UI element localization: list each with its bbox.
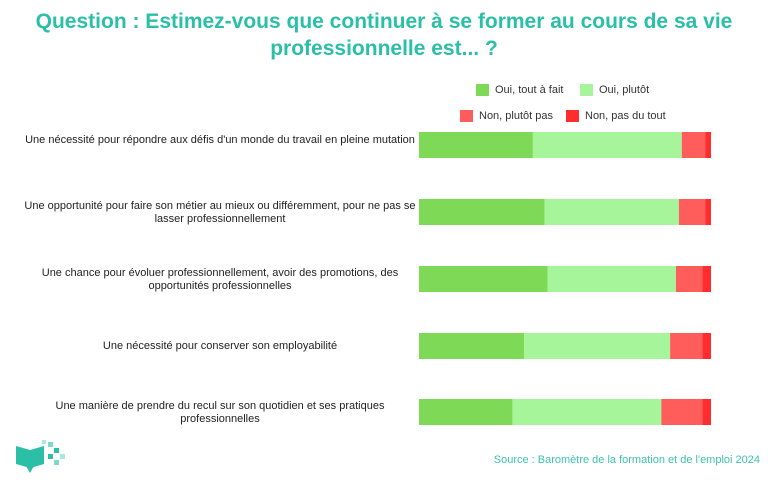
logo-icon [16, 440, 65, 473]
legend-label: Oui, tout à fait [495, 84, 564, 96]
bar-segment [670, 333, 703, 359]
bar-segment [661, 399, 703, 425]
bar-segment [419, 132, 533, 158]
source-note: Source : Baromètre de la formation et de… [493, 454, 760, 466]
bar-segment [675, 266, 703, 292]
legend-swatch [566, 110, 579, 122]
legend-swatch [476, 84, 489, 96]
bar-segment [702, 333, 711, 359]
bar-segment [544, 199, 679, 225]
category-label: Une nécessité pour conserver son employa… [102, 340, 338, 352]
bar-segment [419, 333, 525, 359]
bar-segment [702, 399, 711, 425]
legend-swatch [460, 110, 473, 122]
bar-segment [678, 199, 706, 225]
legend-item-oui-plutot: Oui, plutôt [580, 84, 649, 96]
bar-segment [547, 266, 676, 292]
category-label: Une opportunité pour faire son métier au… [24, 200, 416, 225]
legend-label: Oui, plutôt [599, 84, 650, 96]
bar-segment [512, 399, 662, 425]
bar-segment [419, 266, 548, 292]
legend-label: Non, pas du tout [585, 110, 666, 122]
bar-segment [419, 399, 513, 425]
bar-segment [705, 199, 711, 225]
legend-label: Non, plutôt pas [479, 110, 553, 122]
chart-title: Question : Estimez-vous que continuer à … [35, 10, 733, 60]
bar-segment [419, 199, 545, 225]
legend-item-non-plutot-pas: Non, plutôt pas [460, 110, 553, 122]
legend-item-oui-tout-a-fait: Oui, tout à fait [476, 84, 563, 96]
category-label: Une chance pour évoluer professionnellem… [41, 267, 399, 292]
bar-segment [702, 266, 711, 292]
bar-segment [705, 132, 711, 158]
category-label: Une manière de prendre du recul sur son … [55, 400, 385, 425]
bar-segment [524, 333, 671, 359]
bar-segment [532, 132, 682, 158]
bar-segment [681, 132, 706, 158]
legend-swatch [580, 84, 593, 96]
legend-item-non-pas-du-tout: Non, pas du tout [566, 110, 666, 122]
category-label: Une nécessité pour répondre aux défis d'… [25, 134, 415, 146]
